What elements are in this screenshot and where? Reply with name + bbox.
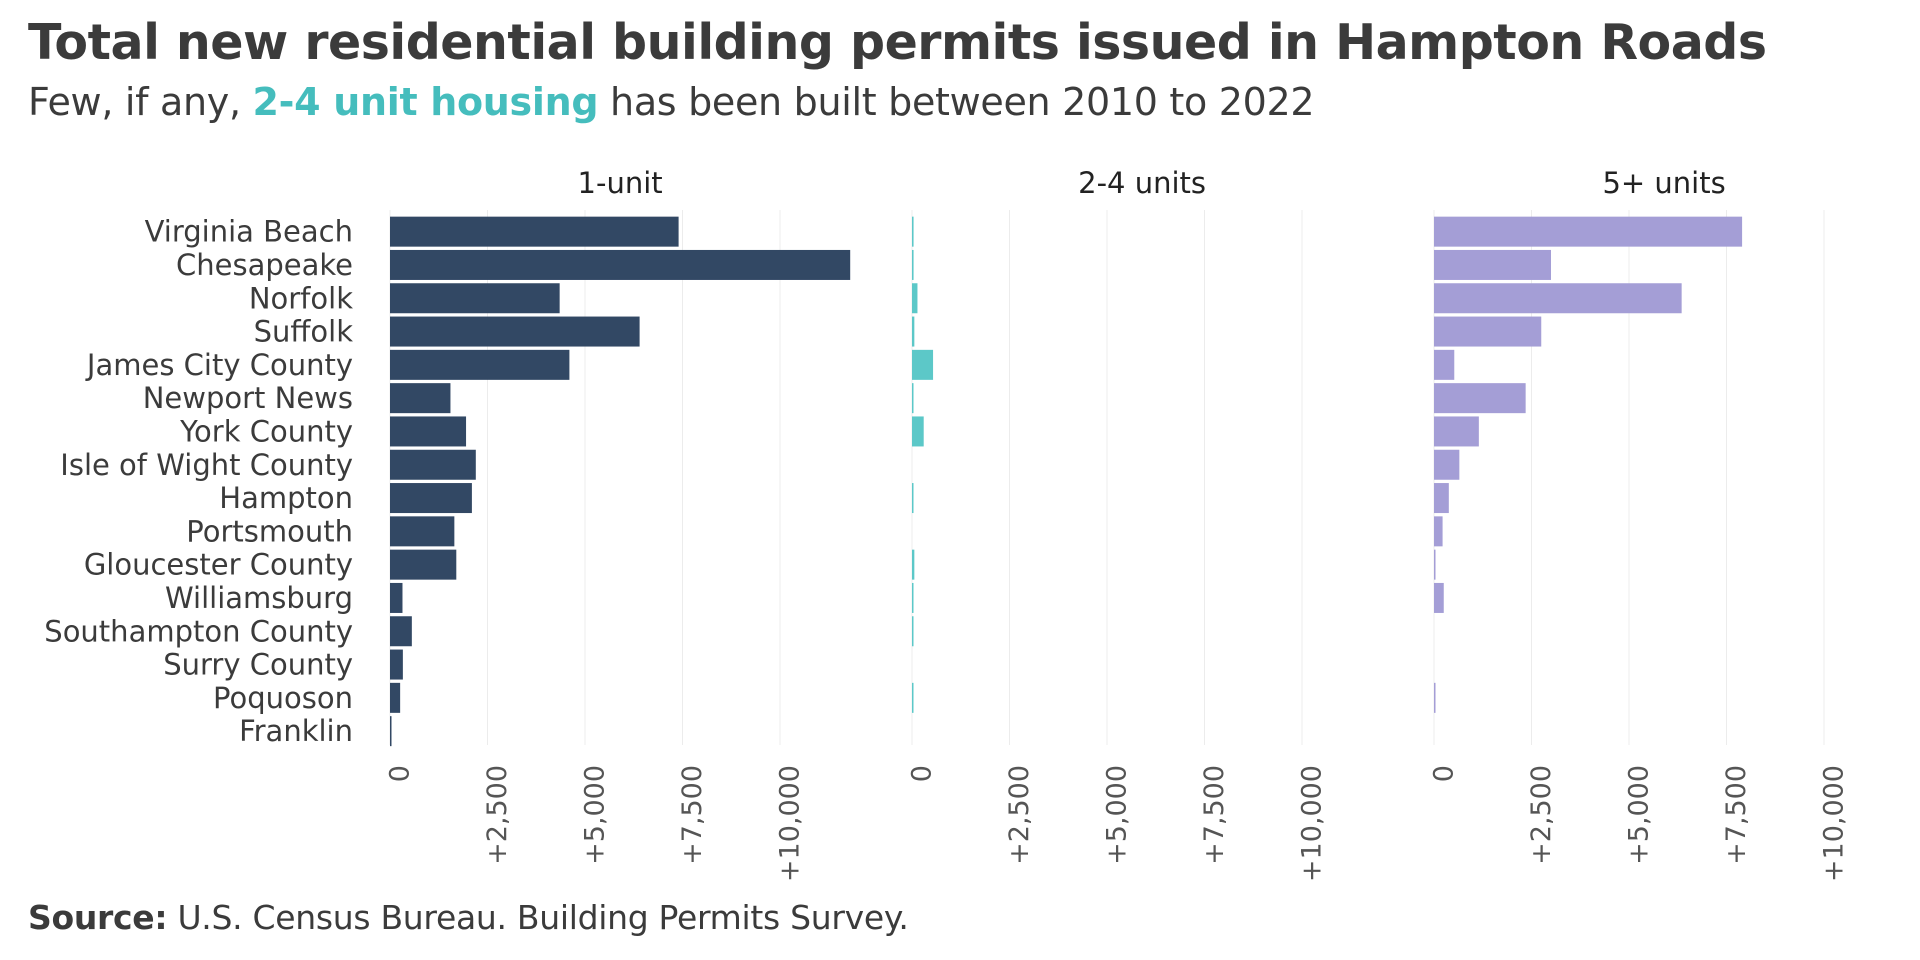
tick-label: 0 — [907, 765, 938, 782]
panel-title: 1-unit — [578, 166, 663, 200]
tick-label: +5,000 — [1102, 765, 1133, 865]
bar — [1434, 516, 1443, 547]
category-label: Virginia Beach — [145, 215, 353, 249]
tick-label: 0 — [1429, 765, 1460, 782]
tick-label: +2,500 — [1004, 765, 1035, 865]
bar — [390, 582, 403, 613]
bar — [390, 383, 451, 414]
bar — [912, 283, 918, 314]
bar — [390, 449, 476, 480]
tick-label: +2,500 — [1526, 765, 1557, 865]
bar — [1434, 483, 1449, 514]
bar — [912, 483, 914, 514]
category-label: Southampton County — [44, 614, 353, 648]
tick-label: 0 — [385, 765, 416, 782]
bar — [1434, 449, 1460, 480]
bar — [912, 383, 914, 414]
bar — [390, 349, 570, 380]
category-label: Isle of Wight County — [60, 448, 353, 482]
bar — [390, 216, 679, 247]
bar — [1434, 249, 1551, 280]
bar — [390, 316, 640, 347]
bar — [390, 249, 851, 280]
bar — [1434, 682, 1436, 713]
tick-label: +10,000 — [1297, 765, 1328, 882]
bar — [1434, 316, 1542, 347]
bar — [912, 349, 934, 380]
bar — [912, 582, 914, 613]
tick-label: +10,000 — [775, 765, 806, 882]
bar — [390, 549, 457, 580]
bar — [1434, 582, 1444, 613]
subtitle-before: Few, if any, — [28, 80, 253, 124]
bar — [1434, 549, 1436, 580]
tick-label: +10,000 — [1819, 765, 1850, 882]
tick-label: +5,000 — [580, 765, 611, 865]
category-label: Williamsburg — [165, 581, 353, 615]
subtitle-after: has been built between 2010 to 2022 — [598, 80, 1315, 124]
category-label: Surry County — [163, 648, 353, 682]
bar — [912, 416, 924, 447]
category-label: Chesapeake — [176, 248, 353, 282]
bar — [390, 516, 455, 547]
bar — [390, 616, 412, 647]
bar — [390, 716, 392, 747]
tick-label: +7,500 — [1199, 765, 1230, 865]
category-label: Poquoson — [213, 681, 353, 715]
tick-label: +7,500 — [1721, 765, 1752, 865]
source-text: U.S. Census Bureau. Building Permits Sur… — [167, 898, 909, 937]
source-label: Source: — [28, 898, 168, 937]
bar — [912, 216, 914, 247]
bar — [912, 549, 915, 580]
bar — [912, 616, 914, 647]
category-label: Hampton — [219, 481, 353, 515]
tick-label: +2,500 — [482, 765, 513, 865]
bar — [390, 682, 401, 713]
category-label: Newport News — [143, 381, 353, 415]
tick-label: +5,000 — [1624, 765, 1655, 865]
category-label: Norfolk — [249, 281, 353, 315]
subtitle-highlight: 2-4 unit housing — [252, 80, 599, 124]
chart-title: Total new residential building permits i… — [28, 14, 1767, 71]
bar — [912, 682, 914, 713]
category-label: Gloucester County — [84, 548, 353, 582]
bar — [912, 316, 915, 347]
bar — [390, 483, 472, 514]
bar — [1434, 383, 1526, 414]
bar — [1434, 349, 1455, 380]
category-label: James City County — [85, 348, 353, 382]
chart-subtitle: Few, if any, 2-4 unit housing has been b… — [28, 80, 1315, 124]
bar — [1434, 416, 1479, 447]
bar — [390, 283, 560, 314]
bar — [390, 416, 467, 447]
bar — [1434, 216, 1743, 247]
source-note: Source: U.S. Census Bureau. Building Per… — [28, 898, 909, 937]
bar — [912, 249, 914, 280]
bar — [390, 649, 403, 680]
panel-title: 5+ units — [1602, 166, 1725, 200]
category-label: York County — [179, 414, 353, 448]
panel-title: 2-4 units — [1078, 166, 1206, 200]
category-label: Portsmouth — [186, 514, 353, 548]
category-label: Suffolk — [254, 315, 354, 349]
tick-label: +7,500 — [677, 765, 708, 865]
bar — [1434, 283, 1682, 314]
category-label: Franklin — [239, 714, 353, 748]
